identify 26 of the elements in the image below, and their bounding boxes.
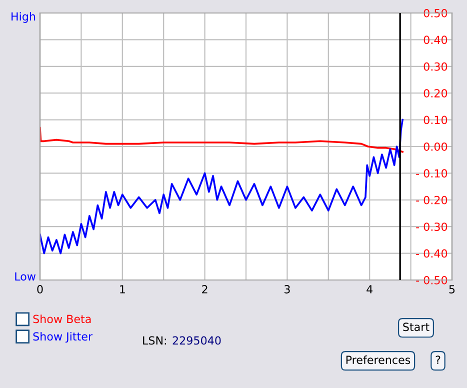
x-tick-label: 3	[284, 285, 290, 294]
text: Show Beta	[33, 314, 91, 324]
text: LSN:	[143, 336, 166, 345]
text: Low	[15, 272, 36, 281]
text: Show Jitter	[33, 332, 93, 343]
line-series	[40, 126, 404, 153]
y2-tick-label: 0.40	[424, 36, 448, 44]
x-tick-label: 2	[202, 285, 208, 294]
text: High	[12, 12, 36, 23]
y2-tick-label: - 0.10	[416, 169, 448, 178]
y2-tick-label: - 0.30	[416, 222, 448, 231]
y2-tick-label: 0.20	[424, 89, 448, 98]
line-series	[40, 118, 404, 254]
y2-tick-label: - 0.40	[416, 249, 448, 258]
x-tick-label: 0	[37, 285, 43, 294]
y2-tick-label: 0.10	[424, 116, 448, 124]
y2-tick-label: 0.00	[424, 142, 448, 151]
text: Preferences	[346, 355, 410, 364]
x-tick-label: 4	[366, 285, 373, 294]
y2-tick-label: - 0.20	[416, 196, 448, 204]
x-tick-label: 1	[120, 285, 125, 294]
text: ?	[436, 356, 440, 364]
text: 2295040	[172, 336, 221, 345]
y2-tick-label: 0.30	[424, 62, 448, 71]
text: Start	[403, 322, 430, 332]
x-tick-label: 5	[449, 285, 455, 294]
